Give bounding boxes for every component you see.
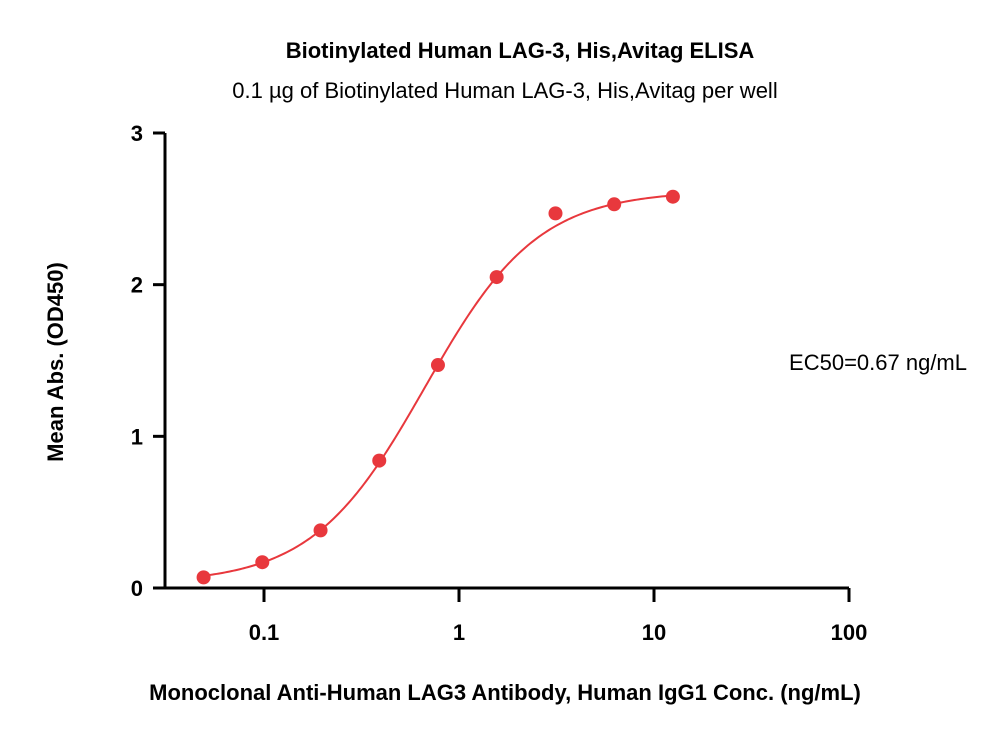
- chart-title: Biotinylated Human LAG-3, His,Avitag ELI…: [286, 38, 755, 63]
- axes: [163, 133, 849, 590]
- y-tick-label: 3: [131, 121, 143, 146]
- x-tick-label: 0.1: [249, 620, 280, 645]
- fit-curve-layer: [203, 194, 673, 577]
- x-ticks: 0.1 1 10 100: [249, 588, 868, 645]
- data-points-layer: [196, 189, 680, 585]
- data-point: [430, 358, 445, 373]
- data-point: [255, 555, 270, 570]
- ec50-annotation: EC50=0.67 ng/mL: [789, 350, 967, 375]
- chart-subtitle: 0.1 µg of Biotinylated Human LAG-3, His,…: [232, 78, 777, 103]
- fit-curve: [203, 194, 673, 577]
- x-tick-label: 100: [831, 620, 868, 645]
- data-point: [665, 189, 680, 204]
- y-axis-label: Mean Abs. (OD450): [43, 262, 68, 462]
- x-axis-label: Monoclonal Anti-Human LAG3 Antibody, Hum…: [149, 680, 861, 705]
- y-tick-label: 2: [131, 273, 143, 298]
- data-point: [372, 453, 387, 468]
- y-ticks: 0 1 2 3: [131, 121, 165, 601]
- y-tick-label: 0: [131, 576, 143, 601]
- data-point: [196, 570, 211, 585]
- x-tick-label: 10: [642, 620, 666, 645]
- data-point: [313, 523, 328, 538]
- y-tick-label: 1: [131, 424, 143, 449]
- data-point: [489, 270, 504, 285]
- x-tick-label: 1: [453, 620, 465, 645]
- data-point: [607, 197, 622, 212]
- data-point: [548, 206, 563, 221]
